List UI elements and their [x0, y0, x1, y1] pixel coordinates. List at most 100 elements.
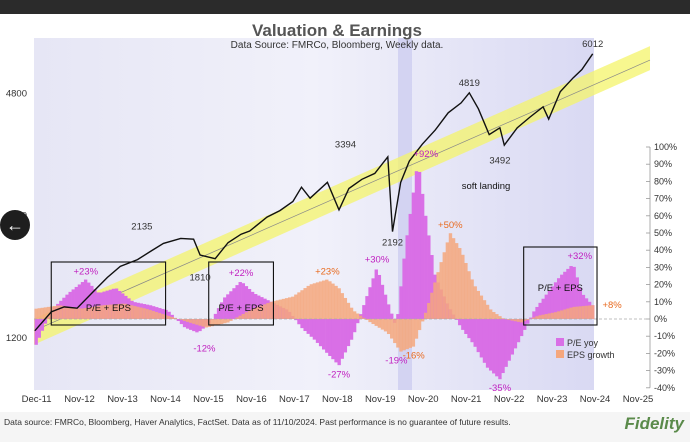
pe-yoy-bar: [219, 302, 224, 319]
eps-growth-bar: [343, 297, 348, 319]
eps-growth-bar: [390, 319, 394, 339]
eps-growth-bar: [46, 306, 51, 319]
pe-yoy-bar: [526, 319, 530, 324]
pe-yoy-bar: [510, 319, 515, 355]
right-tick-label: 20%: [654, 280, 672, 290]
eps-growth-bar: [464, 263, 468, 319]
eps-growth-bar: [226, 319, 230, 323]
eps-growth-bar: [253, 308, 258, 319]
eps-growth-bar: [96, 306, 100, 319]
eps-growth-bar: [229, 319, 233, 321]
pe-yoy-bar: [74, 286, 79, 319]
eps-growth-bar: [414, 319, 419, 339]
x-tick-label: Nov-17: [279, 394, 310, 405]
pe-yoy-bar: [362, 305, 366, 319]
pe-yoy-bar: [340, 319, 344, 359]
pe-yoy-bar: [96, 292, 100, 319]
eps-growth-bar: [405, 319, 409, 350]
pe-yoy-bar: [352, 319, 357, 333]
pe-yoy-bar: [420, 193, 425, 319]
top-bar: [0, 0, 690, 14]
eps-growth-bar: [553, 312, 558, 319]
back-arrow-button[interactable]: ←: [0, 210, 30, 240]
eps-growth-bar: [581, 306, 586, 319]
pe-yoy-bar: [40, 319, 45, 331]
eps-growth-bar: [213, 319, 218, 326]
pe-yoy-bar: [303, 319, 307, 332]
pe-yoy-bar: [309, 319, 314, 337]
price-label: 2192: [382, 238, 403, 249]
pe-yoy-bar: [396, 314, 400, 319]
pe-yoy-bar: [485, 319, 490, 368]
pe-yoy-bar: [470, 319, 474, 343]
footer-bar: [0, 412, 690, 442]
x-tick-label: Nov-18: [322, 394, 353, 405]
eps-growth-bar: [71, 307, 75, 319]
eps-growth-bar: [346, 302, 351, 319]
eps-growth-bar: [223, 319, 227, 324]
eps-growth-bar: [544, 314, 549, 319]
right-tick-label: 50%: [654, 228, 672, 238]
eps-growth-bar: [402, 319, 406, 351]
eps-growth-bar: [87, 307, 91, 319]
eps-growth-bar: [80, 308, 85, 319]
pe-yoy-bar: [575, 277, 579, 319]
pe-yoy-bar: [501, 319, 505, 374]
pe-yoy-bar: [241, 283, 246, 319]
eps-growth-bar: [482, 300, 487, 319]
eps-growth-bar: [479, 295, 484, 319]
eps-growth-bar: [195, 319, 199, 325]
eps-growth-bar: [368, 319, 372, 323]
eps-growth-bar: [111, 304, 116, 319]
eps-growth-bar: [189, 319, 193, 323]
right-tick-label: 40%: [654, 245, 672, 255]
eps-growth-bar: [408, 319, 412, 348]
right-tick-label: -10%: [654, 331, 675, 341]
pe-yoy-bar: [377, 274, 382, 319]
eps-growth-bar: [114, 304, 119, 319]
eps-growth-bar: [458, 248, 462, 319]
pe-yoy-bar: [383, 294, 388, 319]
eps-growth-bar: [155, 312, 159, 319]
eps-growth-bar: [556, 311, 561, 319]
pe-yoy-bar: [80, 282, 85, 319]
pe-yoy-bar: [229, 291, 233, 319]
eps-growth-bar: [325, 279, 329, 319]
eps-growth-bar: [510, 319, 515, 321]
eps-growth-bar: [318, 281, 323, 319]
pe-yoy-bar: [390, 313, 394, 319]
pe-yoy-bar: [495, 319, 499, 377]
right-tick-label: -20%: [654, 348, 675, 358]
eps-growth-bar: [427, 302, 431, 319]
right-tick-label: 90%: [654, 159, 672, 169]
eps-growth-bar: [40, 307, 45, 319]
eps-growth-bar: [563, 309, 567, 319]
pe-yoy-bar: [541, 298, 545, 319]
trend-line: [33, 59, 651, 331]
eps-growth-bar: [371, 319, 375, 325]
price-label: 6012: [582, 39, 603, 50]
legend-label: EPS growth: [567, 350, 615, 360]
pe-yoy-bar: [560, 274, 564, 319]
pe-yoy-bar: [386, 304, 391, 319]
eps-growth-bar: [587, 305, 592, 319]
pe-yoy-bar: [458, 319, 462, 326]
price-label: 4819: [459, 78, 480, 89]
pct-label: +23%: [73, 266, 98, 277]
eps-growth-bar: [454, 243, 459, 319]
price-label: 3394: [335, 140, 356, 151]
eps-growth-bar: [170, 316, 174, 319]
legend-label: P/E yoy: [567, 338, 599, 348]
eps-growth-bar: [566, 308, 570, 319]
pe-yoy-bar: [253, 294, 258, 319]
eps-growth-bar: [201, 319, 205, 327]
eps-growth-bar: [145, 309, 150, 319]
eps-growth-bar: [337, 288, 341, 319]
pe-yoy-bar: [461, 319, 465, 330]
pe-yoy-bar: [343, 319, 348, 353]
pe-yoy-bar: [374, 269, 378, 319]
price-label: 3492: [489, 156, 510, 167]
eps-growth-bar: [328, 281, 332, 319]
eps-growth-bar: [547, 313, 552, 319]
